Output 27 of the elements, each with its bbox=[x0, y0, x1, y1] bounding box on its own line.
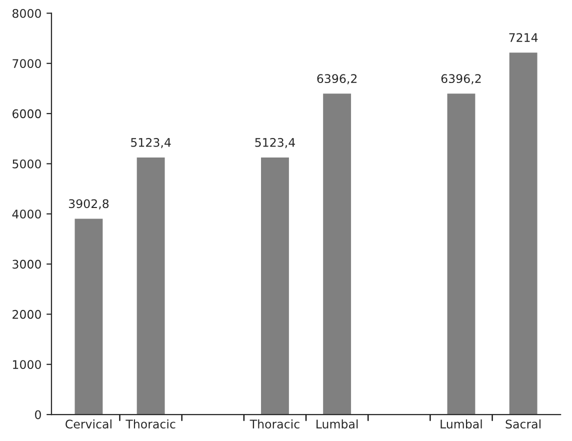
y-tick-label: 8000 bbox=[12, 8, 41, 18]
data-label: 5123,4 bbox=[255, 138, 295, 148]
x-tick-label: Lumbal bbox=[316, 419, 358, 429]
bar bbox=[323, 94, 352, 415]
x-tick-label: Sacral bbox=[506, 419, 540, 429]
data-label: 3902,8 bbox=[68, 199, 109, 210]
bar bbox=[509, 52, 538, 415]
y-tick-label: 6000 bbox=[12, 109, 41, 118]
y-tick-label: 4000 bbox=[12, 210, 41, 219]
bar bbox=[74, 218, 103, 415]
bar bbox=[447, 94, 476, 415]
bar bbox=[261, 158, 289, 415]
bar bbox=[136, 158, 165, 415]
y-tick-label: 0 bbox=[35, 410, 41, 420]
y-tick-label: 1000 bbox=[13, 360, 41, 370]
data-label: 7214 bbox=[509, 33, 538, 42]
y-tick-label: 2000 bbox=[12, 310, 41, 319]
x-tick-label: Lumbal bbox=[440, 419, 482, 429]
data-label: 6396,2 bbox=[317, 74, 357, 84]
x-tick-label: Cervical bbox=[66, 419, 112, 429]
y-tick-label: 3000 bbox=[12, 260, 41, 269]
y-tick-label: 7000 bbox=[12, 59, 41, 68]
y-tick-label: 5000 bbox=[12, 159, 41, 168]
data-label: 6396,2 bbox=[441, 74, 481, 84]
data-label: 5123,4 bbox=[131, 138, 171, 148]
x-tick-label: Thoracic bbox=[250, 419, 300, 429]
x-tick-label: Thoracic bbox=[126, 419, 176, 429]
